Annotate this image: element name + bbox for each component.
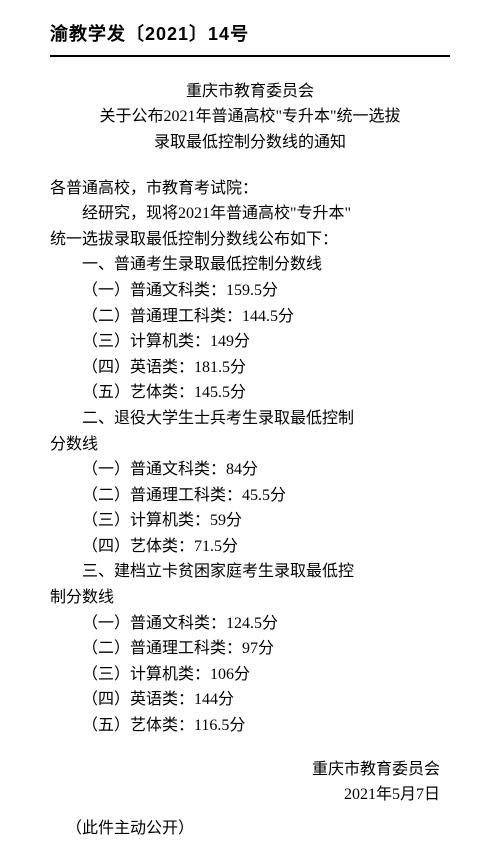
title-line-2: 录取最低控制分数线的通知: [50, 130, 450, 156]
document-header: 重庆市教育委员会 关于公布2021年普通高校"专升本"统一选拔 录取最低控制分数…: [50, 79, 450, 156]
intro-line-2: 统一选拔录取最低控制分数线公布如下：: [50, 227, 450, 253]
sec1-item-5: （五）艺体类：145.5分: [50, 380, 450, 406]
sec1-item-1: （一）普通文科类：159.5分: [50, 278, 450, 304]
document-number: 渝教学发〔2021〕14号: [50, 20, 450, 57]
section-3-heading-l1: 三、建档立卡贫困家庭考生录取最低控: [50, 559, 450, 585]
signature-block: 重庆市教育委员会 2021年5月7日: [50, 757, 450, 808]
sec3-item-1: （一）普通文科类：124.5分: [50, 611, 450, 637]
section-1-heading: 一、普通考生录取最低控制分数线: [50, 252, 450, 278]
sec3-item-2: （二）普通理工科类：97分: [50, 636, 450, 662]
sec2-item-3: （三）计算机类：59分: [50, 508, 450, 534]
sec3-item-4: （四）英语类：144分: [50, 687, 450, 713]
signature-date: 2021年5月7日: [50, 782, 440, 808]
issuer-name: 重庆市教育委员会: [50, 79, 450, 105]
sec2-item-4: （四）艺体类：71.5分: [50, 534, 450, 560]
sec1-item-2: （二）普通理工科类：144.5分: [50, 304, 450, 330]
intro-line-1: 经研究，现将2021年普通高校"专升本": [50, 201, 450, 227]
sec2-item-2: （二）普通理工科类：45.5分: [50, 483, 450, 509]
addressee-line: 各普通高校，市教育考试院：: [50, 176, 450, 202]
sec3-item-5: （五）艺体类：116.5分: [50, 713, 450, 739]
sec1-item-3: （三）计算机类：149分: [50, 329, 450, 355]
sec1-item-4: （四）英语类：181.5分: [50, 355, 450, 381]
sec2-item-1: （一）普通文科类：84分: [50, 457, 450, 483]
disclosure-footnote: （此件主动公开）: [50, 816, 450, 842]
section-2-heading-l1: 二、退役大学生士兵考生录取最低控制: [50, 406, 450, 432]
sec3-item-3: （三）计算机类：106分: [50, 662, 450, 688]
section-2-heading-l2: 分数线: [50, 432, 450, 458]
signature-issuer: 重庆市教育委员会: [50, 757, 440, 783]
document-page: 渝教学发〔2021〕14号 重庆市教育委员会 关于公布2021年普通高校"专升本…: [0, 0, 500, 861]
title-line-1: 关于公布2021年普通高校"专升本"统一选拔: [50, 104, 450, 130]
section-3-heading-l2: 制分数线: [50, 585, 450, 611]
document-body: 各普通高校，市教育考试院： 经研究，现将2021年普通高校"专升本" 统一选拔录…: [50, 176, 450, 842]
